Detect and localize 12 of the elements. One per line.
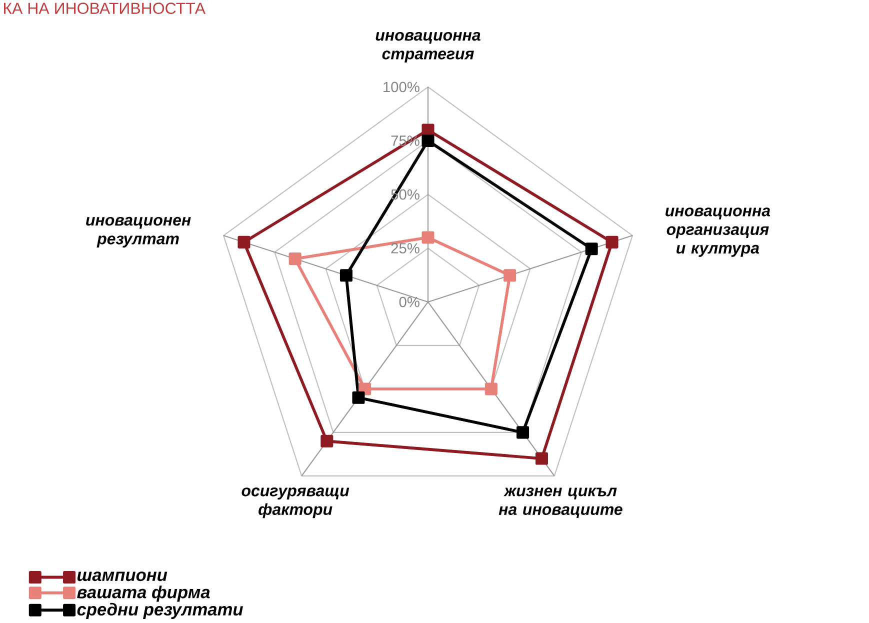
legend-label: средни резултати	[77, 602, 243, 619]
spoke-label: иновационна стратегия	[376, 32, 480, 63]
spoke-label: осигуряващи фактори	[242, 488, 350, 518]
spoke-label: жизнен цикъл на иновациите	[498, 488, 622, 518]
spoke-label: иновационна организация и култура	[666, 208, 770, 257]
y-tick-label: 100%	[384, 82, 420, 92]
y-tick-label: 25%	[391, 243, 420, 254]
legend-label: вашата фирма	[77, 586, 210, 602]
text: КА НА ИНОВАТИВНОСТТА	[4, 2, 206, 14]
y-tick-label: 0%	[399, 296, 420, 308]
legend-label: шампиони	[77, 572, 168, 582]
spoke-label: иновационен резултат	[86, 216, 191, 248]
